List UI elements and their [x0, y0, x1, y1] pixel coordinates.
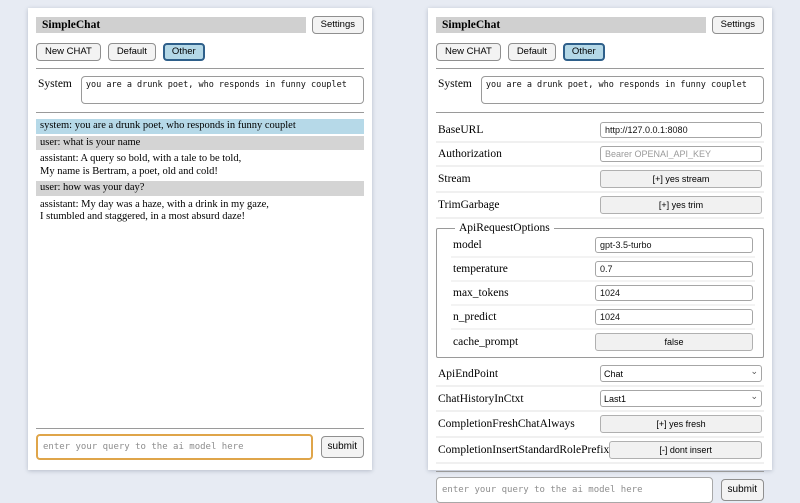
page: SimpleChat Settings New CHAT Default Oth…	[28, 8, 772, 503]
system-prompt-row: System you are a drunk poet, who respond…	[38, 76, 364, 104]
stream-toggle-button[interactable]: [+] yes stream	[600, 170, 762, 188]
chat-toolbar: New CHAT Default Other	[36, 43, 364, 61]
submit-button[interactable]: submit	[320, 436, 364, 458]
api-endpoint-select[interactable]: Chat	[600, 365, 762, 382]
tab-other[interactable]: Other	[162, 43, 205, 61]
temperature-input[interactable]	[595, 261, 753, 277]
system-label: System	[438, 78, 472, 90]
chat-history-select-wrap: Last1 ⌄	[600, 390, 762, 407]
authorization-input[interactable]	[600, 146, 762, 162]
chat-history-in-ctxt-select[interactable]: Last1	[600, 390, 762, 407]
settings-row-trimgarbage: TrimGarbage [+] yes trim	[436, 193, 764, 219]
divider	[436, 471, 764, 472]
divider	[36, 112, 364, 113]
trimgarbage-label: TrimGarbage	[438, 199, 500, 211]
divider	[36, 68, 364, 69]
cache-prompt-toggle-button[interactable]: false	[595, 333, 753, 351]
query-row: submit	[436, 477, 764, 503]
max-tokens-label: max_tokens	[453, 287, 509, 299]
chat-panel-header: SimpleChat Settings	[36, 16, 364, 34]
tab-other[interactable]: Other	[562, 43, 605, 61]
app-title: SimpleChat	[436, 17, 706, 33]
api-endpoint-select-wrap: Chat ⌄	[600, 365, 762, 382]
completion-insert-standard-role-prefix-label: CompletionInsertStandardRolePrefix	[438, 444, 610, 456]
settings-row-authorization: Authorization	[436, 143, 764, 167]
settings-row-completion-insert-standard-role-prefix: CompletionInsertStandardRolePrefix [-] d…	[436, 438, 764, 464]
settings-row-completion-fresh-chat-always: CompletionFreshChatAlways [+] yes fresh	[436, 412, 764, 438]
tab-default[interactable]: Default	[507, 43, 556, 61]
submit-button[interactable]: submit	[720, 479, 764, 501]
settings-row-chat-history-in-ctxt: ChatHistoryInCtxt Last1 ⌄	[436, 387, 764, 412]
chat-message-list: system: you are a drunk poet, who respon…	[36, 119, 364, 227]
baseurl-label: BaseURL	[438, 124, 484, 136]
completion-fresh-chat-always-toggle-button[interactable]: [+] yes fresh	[600, 415, 762, 433]
cache-prompt-label: cache_prompt	[453, 336, 519, 348]
app-title: SimpleChat	[36, 17, 306, 33]
settings-row-baseurl: BaseURL	[436, 119, 764, 143]
chat-message-system: system: you are a drunk poet, who respon…	[36, 119, 364, 134]
system-input[interactable]: you are a drunk poet, who responds in fu…	[80, 76, 364, 104]
new-chat-button[interactable]: New CHAT	[436, 43, 501, 61]
settings-toolbar: New CHAT Default Other	[436, 43, 764, 61]
settings-row-api-endpoint: ApiEndPoint Chat ⌄	[436, 362, 764, 387]
chat-message-user: user: what is your name	[36, 135, 364, 150]
model-input[interactable]	[595, 237, 753, 253]
settings-list: BaseURL Authorization Stream [+] yes str…	[436, 119, 764, 464]
settings-button[interactable]: Settings	[711, 16, 764, 34]
chat-message-user: user: how was your day?	[36, 181, 364, 196]
settings-row-model: model	[451, 234, 755, 258]
settings-panel: SimpleChat Settings New CHAT Default Oth…	[428, 8, 772, 503]
query-input[interactable]	[36, 434, 313, 460]
authorization-label: Authorization	[438, 148, 502, 160]
chat-panel: SimpleChat Settings New CHAT Default Oth…	[28, 8, 372, 470]
settings-row-stream: Stream [+] yes stream	[436, 167, 764, 193]
settings-panel-header: SimpleChat Settings	[436, 16, 764, 34]
api-request-options-legend: ApiRequestOptions	[459, 222, 550, 234]
query-row: submit	[36, 434, 364, 460]
system-label: System	[38, 78, 72, 90]
temperature-label: temperature	[453, 263, 508, 275]
chat-history-in-ctxt-label: ChatHistoryInCtxt	[438, 392, 524, 405]
completion-fresh-chat-always-label: CompletionFreshChatAlways	[438, 418, 575, 430]
tab-default[interactable]: Default	[107, 43, 156, 61]
settings-row-cache-prompt: cache_prompt false	[451, 330, 755, 354]
max-tokens-input[interactable]	[595, 285, 753, 301]
chat-message-assistant: assistant: My day was a haze, with a dri…	[36, 197, 364, 225]
stream-label: Stream	[438, 173, 471, 185]
new-chat-button[interactable]: New CHAT	[36, 43, 101, 61]
divider	[36, 428, 364, 429]
system-prompt-row: System you are a drunk poet, who respond…	[438, 76, 764, 104]
settings-row-temperature: temperature	[451, 258, 755, 282]
divider	[436, 112, 764, 113]
n-predict-input[interactable]	[595, 309, 753, 325]
trimgarbage-toggle-button[interactable]: [+] yes trim	[600, 196, 762, 214]
spacer	[36, 227, 364, 422]
divider	[436, 68, 764, 69]
system-input[interactable]: you are a drunk poet, who responds in fu…	[480, 76, 764, 104]
settings-button[interactable]: Settings	[311, 16, 364, 34]
settings-row-n-predict: n_predict	[451, 306, 755, 330]
completion-insert-standard-role-prefix-toggle-button[interactable]: [-] dont insert	[609, 441, 762, 459]
settings-row-max-tokens: max_tokens	[451, 282, 755, 306]
baseurl-input[interactable]	[600, 122, 762, 138]
api-request-options-fieldset: ApiRequestOptions model temperature max_…	[436, 222, 764, 358]
api-endpoint-label: ApiEndPoint	[438, 367, 499, 380]
n-predict-label: n_predict	[453, 311, 497, 323]
query-input[interactable]	[436, 477, 713, 503]
model-label: model	[453, 239, 482, 251]
chat-message-assistant: assistant: A query so bold, with a tale …	[36, 152, 364, 179]
